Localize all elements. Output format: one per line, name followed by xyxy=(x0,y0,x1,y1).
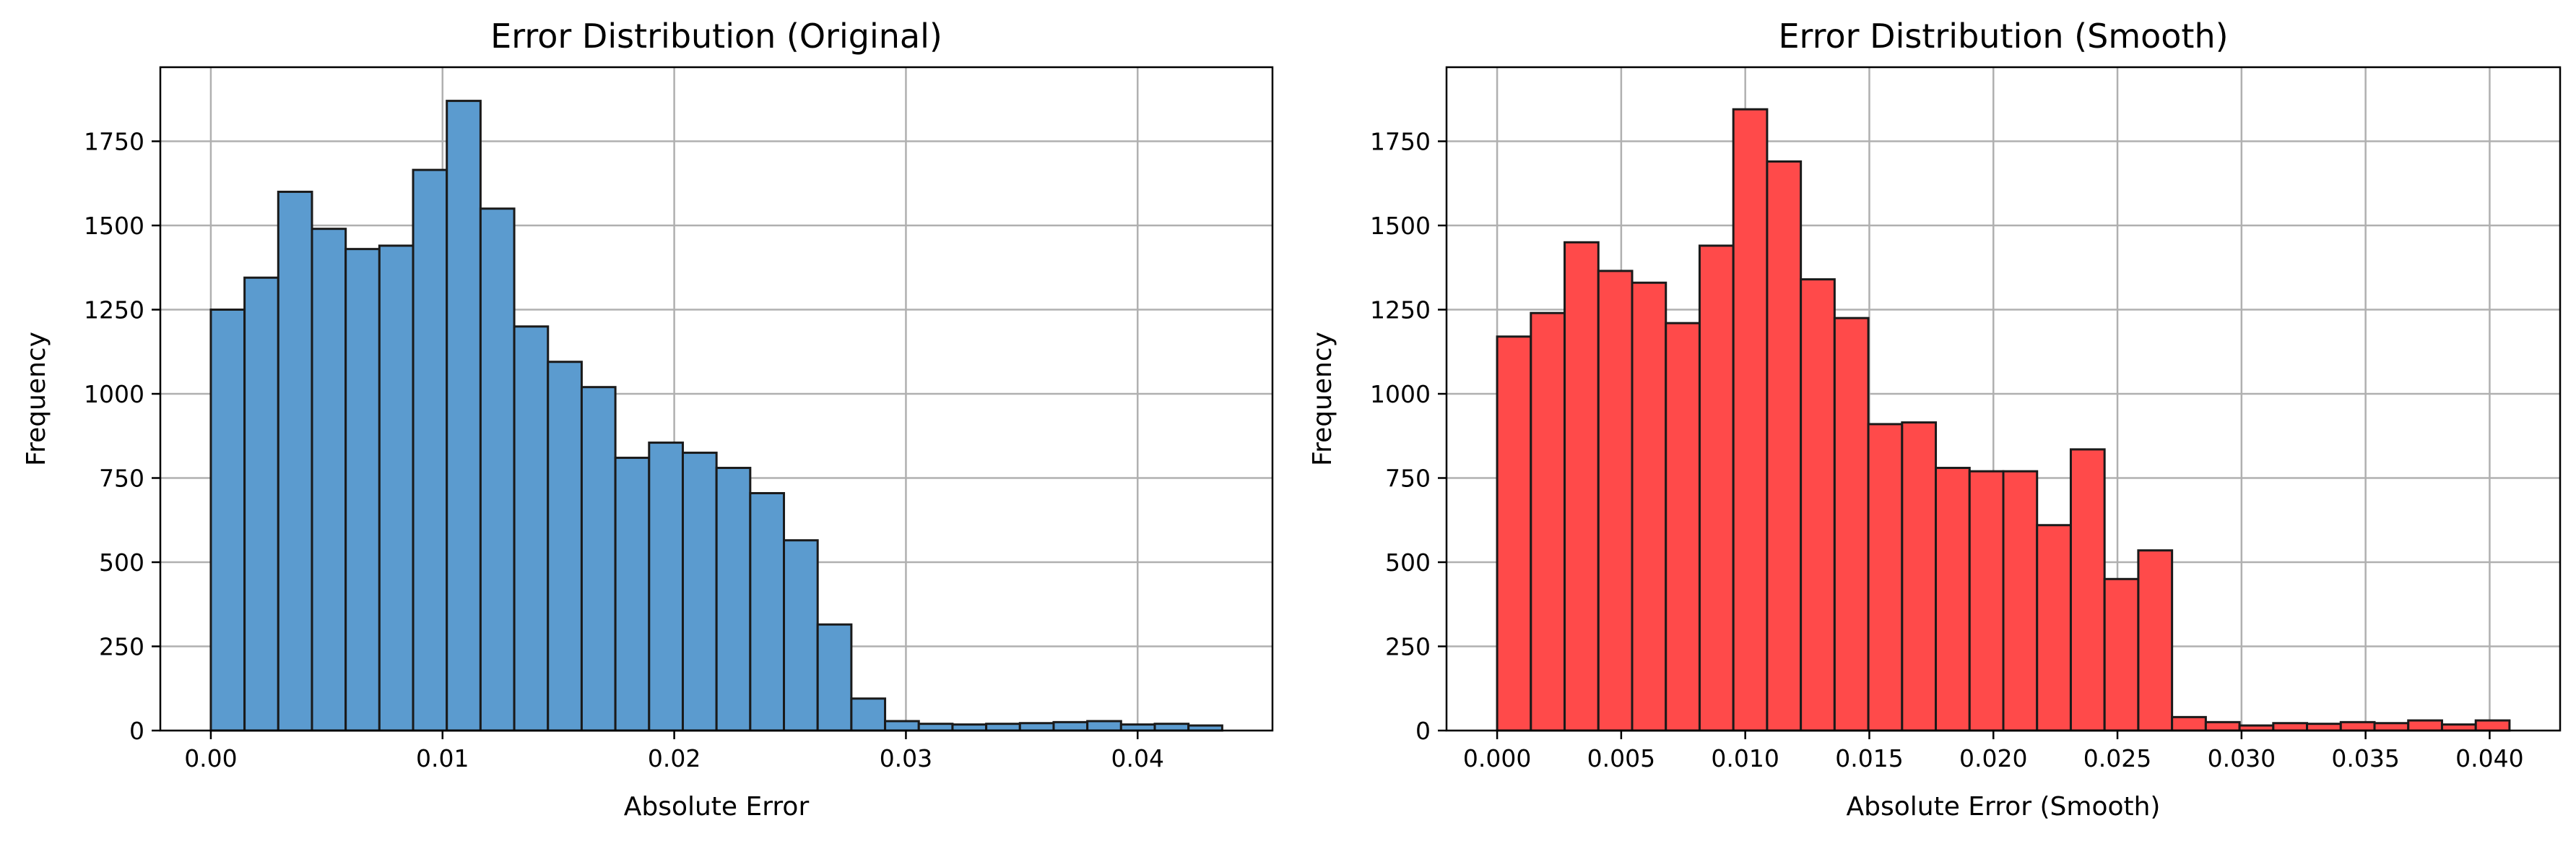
histogram-bar xyxy=(682,453,716,731)
y-tick-label: 1000 xyxy=(84,380,144,408)
histogram-bar xyxy=(1936,468,1970,731)
x-tick-label: 0.03 xyxy=(880,744,932,772)
histogram-bar xyxy=(2442,725,2476,731)
histogram-bar xyxy=(2104,579,2138,731)
histogram-bar xyxy=(986,724,1020,731)
histogram-bar xyxy=(1020,723,1054,731)
histogram-bar xyxy=(716,468,750,731)
histogram-bar xyxy=(2037,525,2071,731)
histogram-bar xyxy=(1598,271,1632,731)
y-tick-label: 500 xyxy=(99,548,144,577)
y-tick-label: 0 xyxy=(129,717,144,745)
x-tick-label: 0.015 xyxy=(1835,744,1903,772)
histogram-bar xyxy=(548,362,582,731)
histogram-bar xyxy=(1565,242,1599,731)
x-tick-label: 0.040 xyxy=(2455,744,2523,772)
histogram-bar xyxy=(2375,723,2408,731)
x-axis-label: Absolute Error (Smooth) xyxy=(1847,792,2161,822)
histogram-bar xyxy=(278,191,312,731)
x-tick-label: 0.005 xyxy=(1587,744,1655,772)
y-tick-label: 250 xyxy=(1385,633,1431,661)
y-tick-label: 750 xyxy=(99,465,144,493)
histogram-bar xyxy=(211,310,245,731)
y-tick-label: 750 xyxy=(1385,465,1431,493)
histogram-bar xyxy=(1155,724,1189,731)
histogram-bar xyxy=(245,277,279,731)
x-tick-label: 0.000 xyxy=(1463,744,1531,772)
histogram-bar xyxy=(581,387,615,731)
histogram-bar xyxy=(1054,722,1088,731)
histogram-bar xyxy=(615,458,649,731)
histogram-bar xyxy=(2138,551,2172,731)
histogram-bar xyxy=(1733,109,1767,731)
histogram-bar xyxy=(1666,323,1700,731)
histogram-bar xyxy=(953,725,986,731)
y-tick-label: 500 xyxy=(1385,548,1431,577)
histogram-bar xyxy=(1121,725,1155,731)
histogram-bar xyxy=(2273,723,2307,731)
histogram-bar xyxy=(447,101,481,731)
y-tick-label: 1750 xyxy=(84,128,144,156)
chart-title: Error Distribution (Smooth) xyxy=(1778,17,2228,56)
x-tick-label: 0.035 xyxy=(2331,744,2399,772)
histogram-bar xyxy=(480,209,514,731)
histogram-bar xyxy=(818,624,851,731)
x-tick-label: 0.04 xyxy=(1111,744,1164,772)
x-tick-label: 0.02 xyxy=(648,744,701,772)
y-tick-label: 1000 xyxy=(1370,380,1431,408)
y-tick-label: 0 xyxy=(1415,717,1431,745)
histogram-bar xyxy=(413,170,447,731)
y-tick-label: 1500 xyxy=(1370,212,1431,240)
y-tick-label: 250 xyxy=(99,633,144,661)
histogram-bar xyxy=(1834,318,1868,731)
histogram-bar xyxy=(1969,471,2003,731)
histogram-bar xyxy=(2206,722,2239,731)
histogram-bar xyxy=(1088,721,1122,731)
histogram-bar xyxy=(1801,280,1835,731)
x-tick-label: 0.030 xyxy=(2208,744,2276,772)
histogram-bar xyxy=(346,249,380,731)
chart-title: Error Distribution (Original) xyxy=(490,17,942,56)
histogram-bar xyxy=(649,443,683,731)
histogram-bar xyxy=(2476,720,2510,731)
y-axis-label: Frequency xyxy=(1308,332,1337,466)
histogram-bar xyxy=(1699,246,1733,731)
histogram-bar xyxy=(750,493,784,731)
histogram-bar xyxy=(1902,423,1936,731)
histogram-bar xyxy=(312,229,346,731)
y-tick-label: 1500 xyxy=(84,212,144,240)
histogram-bar xyxy=(1868,424,1902,731)
y-tick-label: 1250 xyxy=(84,296,144,324)
histogram-bar xyxy=(2408,720,2442,731)
y-tick-label: 1250 xyxy=(1370,296,1431,324)
y-axis-label: Frequency xyxy=(22,332,51,466)
x-tick-label: 0.020 xyxy=(1959,744,2027,772)
histogram-bar xyxy=(1531,313,1565,731)
x-tick-label: 0.00 xyxy=(184,744,237,772)
x-tick-label: 0.01 xyxy=(416,744,469,772)
x-tick-label: 0.025 xyxy=(2083,744,2151,772)
histogram-bar xyxy=(784,541,818,731)
histogram-bar xyxy=(851,699,885,731)
histogram-bar xyxy=(2070,449,2104,731)
x-axis-label: Absolute Error xyxy=(624,792,810,822)
histogram-bar xyxy=(2172,717,2206,731)
histogram-bar xyxy=(2307,724,2341,731)
histogram-bar xyxy=(1767,161,1801,731)
histogram-bar xyxy=(919,724,953,731)
y-tick-label: 1750 xyxy=(1370,128,1431,156)
histogram-bar xyxy=(514,327,548,731)
x-tick-label: 0.010 xyxy=(1711,744,1779,772)
histogram-bar xyxy=(885,721,919,731)
histogram-bar xyxy=(2003,471,2037,731)
histogram-bar xyxy=(1497,337,1531,731)
histogram-bar xyxy=(1632,283,1666,731)
histogram-bar xyxy=(379,246,413,731)
histogram-bar xyxy=(2341,722,2375,731)
